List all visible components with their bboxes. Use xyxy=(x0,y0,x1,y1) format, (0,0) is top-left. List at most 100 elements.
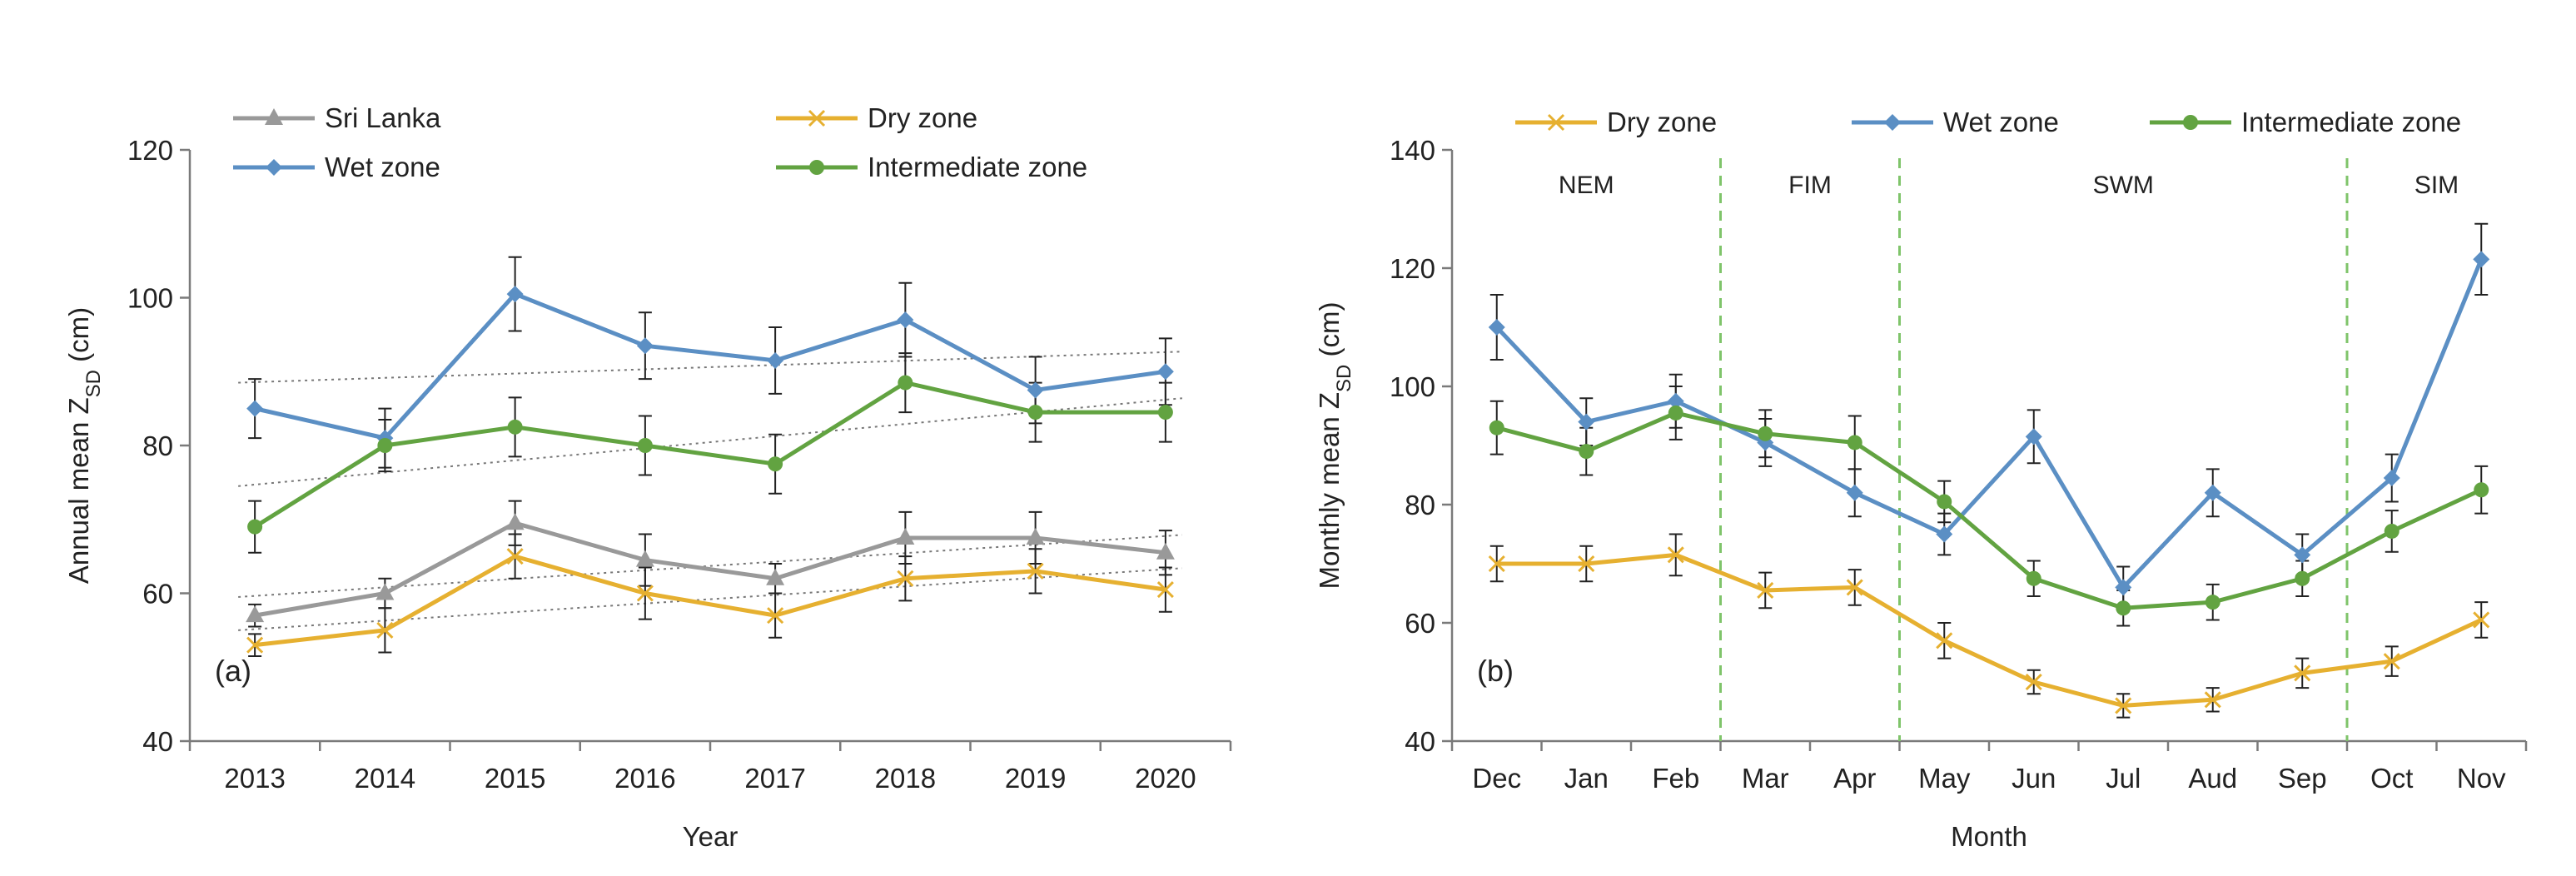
legend-marker-1-stroke2 xyxy=(808,109,826,127)
x-axis-title: Month xyxy=(1951,821,2027,852)
legend-marker-0-stroke2 xyxy=(1547,113,1565,132)
data-point xyxy=(1027,381,1044,399)
data-point xyxy=(247,519,263,535)
y-axis-title-unit: (cm) xyxy=(63,307,94,370)
data-point xyxy=(1488,319,1505,336)
data-point-stroke2 xyxy=(2294,664,2311,682)
y-axis-title-main: Annual mean Z xyxy=(63,397,94,584)
series-line-2 xyxy=(254,291,1166,440)
data-point-stroke2 xyxy=(376,621,394,639)
legend-marker-2 xyxy=(2183,115,2198,130)
data-point xyxy=(1156,581,1174,599)
x-tick-label: 2013 xyxy=(224,763,285,794)
data-point xyxy=(376,621,394,639)
legend-label-1: Wet zone xyxy=(1943,107,2059,137)
legend-marker-0 xyxy=(1547,113,1565,132)
data-point xyxy=(2473,251,2490,268)
y-tick-label: 40 xyxy=(1405,726,1435,757)
legend-label-1: Dry zone xyxy=(868,102,977,133)
data-point xyxy=(897,311,914,329)
data-point-stroke2 xyxy=(246,636,264,654)
x-tick-label: Aud xyxy=(2188,763,2237,794)
trend-line-3 xyxy=(238,397,1182,487)
data-point xyxy=(1937,494,1952,510)
series-line-2 xyxy=(1496,411,2483,610)
data-point xyxy=(766,568,785,585)
data-point xyxy=(898,375,913,391)
chart-panel-b: 40 60 80 100 120 140 Dec Jan Feb Mar Apr May Jun Jul A… xyxy=(1314,107,2528,852)
data-point xyxy=(1156,542,1175,560)
x-tick-label: Dec xyxy=(1472,763,1521,794)
data-point xyxy=(1758,426,1773,441)
data-point-stroke2 xyxy=(1578,555,1595,573)
data-point xyxy=(1578,413,1595,431)
x-tick-label: Mar xyxy=(1742,763,1789,794)
season-label-fim: FIM xyxy=(1788,172,1832,199)
data-point xyxy=(507,419,523,435)
legend-label-2: Intermediate zone xyxy=(2241,107,2461,137)
series-line-0 xyxy=(1496,552,2483,708)
data-point-stroke2 xyxy=(767,607,784,625)
data-point-stroke2 xyxy=(636,585,654,602)
data-point xyxy=(2204,484,2221,501)
y-tick-label: 80 xyxy=(142,431,173,461)
data-point-stroke2 xyxy=(1846,579,1863,596)
data-point-stroke2 xyxy=(2473,611,2490,629)
x-tick-label: Jul xyxy=(2106,763,2141,794)
series-line-1 xyxy=(1494,258,2484,590)
y-tick-label: 120 xyxy=(1390,253,1435,284)
data-point xyxy=(377,438,393,453)
data-point-stroke2 xyxy=(2383,653,2400,670)
panel-label: (b) xyxy=(1477,654,1514,688)
legend-marker-3 xyxy=(809,160,824,175)
y-axis-title-subscript: SD xyxy=(82,370,105,397)
legend: Sri Lanka Dry zone Wet zone Intermediate zo… xyxy=(233,102,1087,182)
data-point xyxy=(767,607,784,625)
data-point xyxy=(1936,525,1953,543)
data-point xyxy=(1157,405,1173,421)
x-tick-label: Jan xyxy=(1564,763,1609,794)
data-point xyxy=(246,636,264,654)
legend-label-0: Sri Lanka xyxy=(325,102,441,133)
y-tick-label: 100 xyxy=(127,283,173,314)
data-point xyxy=(2473,611,2490,629)
data-point xyxy=(2025,673,2042,691)
data-point-stroke2 xyxy=(897,570,914,587)
data-point xyxy=(1846,484,1863,501)
x-tick-label: Feb xyxy=(1652,763,1699,794)
data-point xyxy=(2115,697,2132,714)
x-tick-label: 2017 xyxy=(744,763,805,794)
data-point xyxy=(506,286,524,303)
data-point xyxy=(506,548,524,565)
data-point xyxy=(1488,555,1505,573)
y-axis-title: Annual mean ZSD (cm) xyxy=(63,307,105,584)
x-tick-label: 2018 xyxy=(875,763,936,794)
season-label-sim: SIM xyxy=(2414,172,2459,199)
data-point xyxy=(2115,579,2132,596)
season-label-swm: SWM xyxy=(2093,172,2154,199)
legend-marker-1 xyxy=(1884,114,1901,131)
data-point xyxy=(2205,595,2220,610)
data-point xyxy=(2474,482,2489,498)
series-line-3 xyxy=(253,381,1166,529)
y-tick-label: 140 xyxy=(1390,135,1435,166)
data-point xyxy=(897,570,914,587)
data-point xyxy=(767,351,784,369)
trend-line-1 xyxy=(238,567,1182,631)
y-tick-label: 60 xyxy=(142,579,173,610)
data-point xyxy=(768,456,783,472)
data-point xyxy=(1847,435,1862,450)
data-point-stroke2 xyxy=(2025,673,2042,691)
legend-label-0: Dry zone xyxy=(1607,107,1717,137)
data-point xyxy=(1027,562,1044,580)
data-point xyxy=(1026,527,1045,545)
x-tick-label: 2019 xyxy=(1005,763,1066,794)
data-point xyxy=(2383,653,2400,670)
data-point xyxy=(246,400,264,417)
x-axis-title: Year xyxy=(683,821,738,852)
data-point xyxy=(636,337,654,355)
trend-line-2 xyxy=(238,351,1182,384)
y-tick-label: 80 xyxy=(1405,490,1435,520)
data-point xyxy=(1846,579,1863,596)
data-point xyxy=(2383,470,2400,487)
